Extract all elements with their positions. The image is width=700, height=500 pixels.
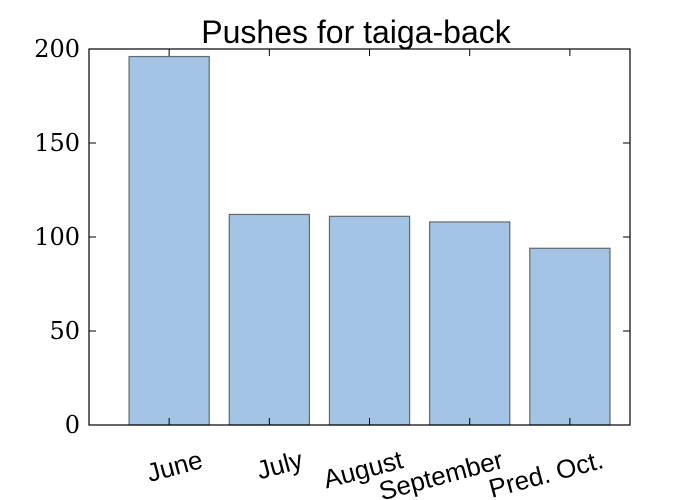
bar-august: [328, 215, 411, 426]
y-tick-label-200: 200: [34, 35, 80, 63]
bars-group: [128, 55, 611, 426]
x-tick-label-july: July: [253, 444, 305, 485]
x-tick-label-june: June: [143, 444, 205, 488]
bar-september: [429, 221, 511, 426]
y-axis: 0 50 100 150 200: [34, 35, 630, 439]
chart-title: Pushes for taiga-back: [201, 14, 512, 50]
y-tick-label-150: 150: [34, 129, 80, 157]
y-tick-label-100: 100: [34, 223, 80, 251]
y-tick-label-0: 0: [65, 411, 80, 439]
y-tick-label-50: 50: [49, 317, 80, 345]
bar-july: [228, 213, 311, 426]
bar-june: [128, 55, 210, 426]
bar-pred-oct: [529, 247, 611, 426]
x-tick-label-pred-oct: Pred. Oct.: [486, 444, 607, 500]
